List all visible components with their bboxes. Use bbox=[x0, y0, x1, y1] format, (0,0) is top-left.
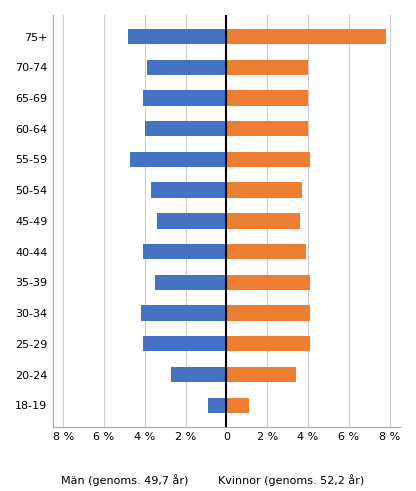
Bar bbox=[129, 29, 226, 44]
Bar bbox=[141, 305, 226, 321]
Bar bbox=[226, 213, 300, 229]
Bar bbox=[226, 274, 310, 290]
Bar bbox=[143, 336, 226, 352]
Bar bbox=[226, 152, 310, 167]
Bar bbox=[226, 59, 308, 75]
Bar bbox=[145, 121, 226, 136]
Bar bbox=[226, 305, 310, 321]
Bar bbox=[226, 367, 296, 382]
Text: Män (genoms. 49,7 år): Män (genoms. 49,7 år) bbox=[61, 474, 188, 486]
Bar bbox=[147, 59, 226, 75]
Bar bbox=[131, 152, 226, 167]
Bar bbox=[226, 121, 308, 136]
Bar bbox=[157, 213, 226, 229]
Text: Kvinnor (genoms. 52,2 år): Kvinnor (genoms. 52,2 år) bbox=[218, 474, 364, 486]
Bar bbox=[143, 90, 226, 106]
Bar bbox=[151, 183, 226, 198]
Bar bbox=[171, 367, 226, 382]
Bar bbox=[226, 398, 249, 413]
Bar bbox=[208, 398, 226, 413]
Bar bbox=[143, 244, 226, 259]
Bar bbox=[155, 274, 226, 290]
Bar bbox=[226, 183, 302, 198]
Bar bbox=[226, 336, 310, 352]
Bar bbox=[226, 29, 386, 44]
Bar bbox=[226, 90, 308, 106]
Bar bbox=[226, 244, 306, 259]
